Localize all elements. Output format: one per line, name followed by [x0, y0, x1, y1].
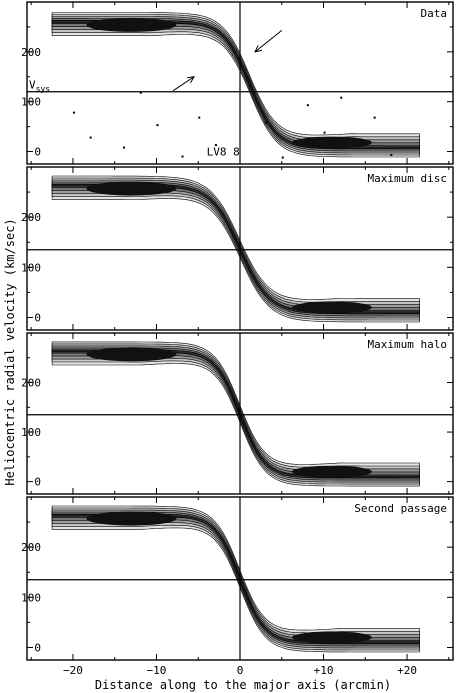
contour-level-5 — [51, 513, 420, 645]
noise-speck — [198, 116, 201, 119]
y-tick-label: 100 — [21, 261, 41, 274]
contour-level-1 — [51, 12, 420, 158]
contour-level-4 — [51, 347, 420, 481]
noise-speck — [323, 131, 326, 134]
contour-level-4 — [51, 18, 420, 152]
noise-speck — [123, 146, 126, 149]
heatmap-maximum-halo — [51, 341, 420, 487]
noise-speck — [306, 104, 309, 107]
y-tick-label: 200 — [21, 46, 41, 59]
y-tick-label: 200 — [21, 541, 41, 554]
core-blob — [86, 511, 177, 526]
noise-speck — [265, 121, 268, 124]
noise-speck — [181, 155, 184, 158]
noise-speck — [72, 111, 75, 114]
x-tick-label: +10 — [314, 664, 334, 677]
y-tick-label: 0 — [34, 146, 41, 159]
x-tick-label: −20 — [63, 664, 83, 677]
y-tick-label: 0 — [34, 311, 41, 324]
y-tick-label: 100 — [21, 96, 41, 109]
panel-maximum-disc: 0 100 200 Maximum disc — [21, 166, 454, 331]
contour-level-3 — [51, 179, 420, 319]
heatmap-second-passage — [51, 505, 420, 653]
core-blob — [291, 631, 372, 644]
panel-second-passage: 0 100 200 Second passage −20 −10 0 +10 +20 — [21, 496, 454, 677]
panel-title: Maximum halo — [368, 338, 447, 351]
noise-speck — [373, 116, 376, 119]
y-tick-label: 100 — [21, 426, 41, 439]
panel-maximum-halo: 0 100 200 Maximum halo — [21, 332, 454, 495]
panel-data: 0 100 200 Data Vsys LV8 8 — [21, 1, 454, 165]
extra-label: LV8 8 — [207, 146, 240, 159]
arrow — [172, 76, 195, 92]
contour-level-3 — [51, 345, 420, 483]
contour-level-5 — [51, 349, 420, 479]
contour-level-1 — [51, 175, 420, 323]
noise-speck — [281, 156, 284, 159]
x-tick-label: 0 — [237, 664, 244, 677]
heatmap-maximum-disc — [51, 175, 420, 323]
noise-speck — [214, 144, 217, 147]
core-blob — [291, 301, 372, 314]
contour-level-6 — [51, 514, 420, 644]
noise-speck — [390, 154, 393, 157]
core-blob — [86, 17, 177, 32]
noise-speck — [340, 96, 343, 99]
noise-speck — [156, 124, 159, 127]
y-tick-label: 200 — [21, 377, 41, 390]
vsys-label: Vsys — [29, 79, 50, 94]
contour-level-1 — [51, 505, 420, 653]
core-blob — [86, 347, 177, 362]
contour-level-3 — [51, 509, 420, 649]
y-tick-label: 200 — [21, 211, 41, 224]
core-blob — [291, 465, 372, 478]
contour-level-6 — [51, 20, 420, 149]
arrow-head — [254, 45, 262, 53]
y-tick-label: 0 — [34, 476, 41, 489]
contour-level-4 — [51, 511, 420, 647]
arrow-head — [187, 76, 196, 84]
contour-level-3 — [51, 16, 420, 154]
arrow — [254, 30, 283, 53]
y-axis-title: Heliocentric radial velocity (km/sec) — [3, 218, 17, 485]
panel-title: Maximum disc — [368, 172, 447, 185]
heatmap-data — [51, 12, 420, 159]
core-blob — [86, 181, 177, 196]
x-tick-label: −10 — [147, 664, 167, 677]
contour-level-6 — [51, 349, 420, 479]
contour-level-5 — [51, 20, 420, 150]
x-tick-label: +20 — [397, 664, 417, 677]
noise-speck — [89, 136, 92, 139]
vsys-subscript: sys — [36, 85, 51, 94]
contour-level-1 — [51, 341, 420, 487]
noise-speck — [139, 91, 142, 94]
x-axis-title: Distance along to the major axis (arcmin… — [95, 678, 391, 692]
core-blob — [291, 136, 372, 149]
y-tick-label: 100 — [21, 591, 41, 604]
y-tick-label: 0 — [34, 641, 41, 654]
panel-title: Second passage — [354, 502, 447, 515]
panel-title: Data — [421, 7, 448, 20]
